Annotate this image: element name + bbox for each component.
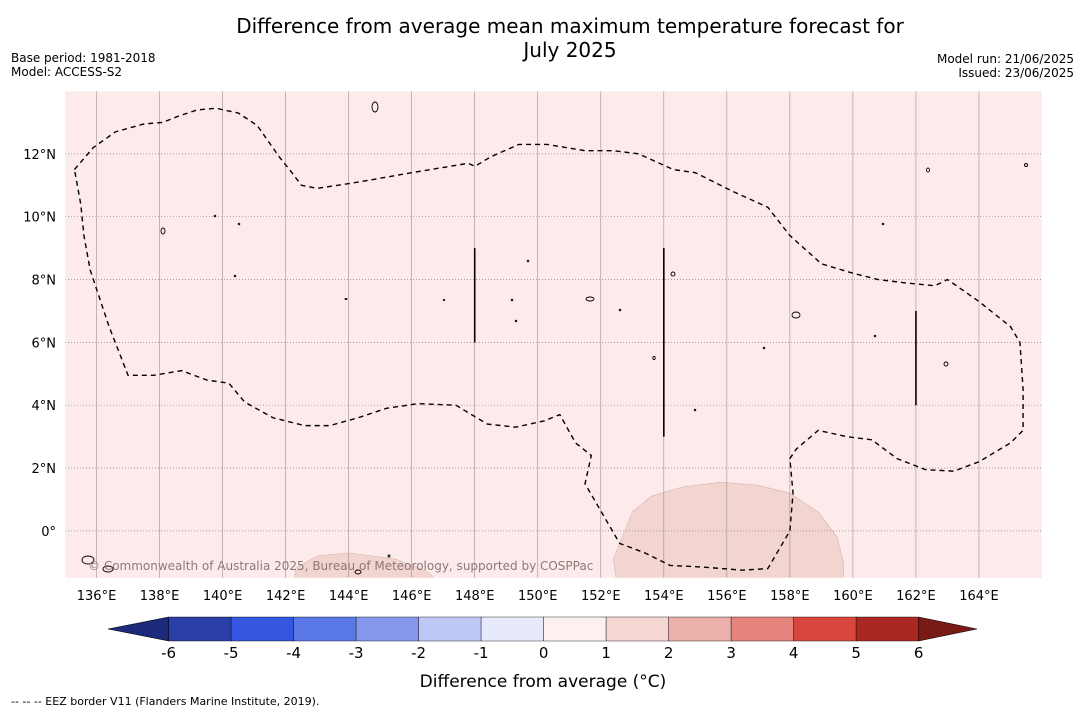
colorbar-segment [855,616,919,642]
colorbar-tick-label: -1 [474,644,489,662]
colorbar-tick-label: 0 [539,644,549,662]
colorbar-tick-label: 3 [726,644,736,662]
anomaly-zone-west [294,552,435,578]
map-frame [64,90,1043,579]
longitude-tick-label: 154°E [644,589,684,604]
meta-right: Model run: 21/06/2025 Issued: 23/06/2025 [937,52,1074,80]
longitude-tick-label: 160°E [833,589,873,604]
longitude-tick-label: 146°E [392,589,432,604]
colorbar-tick-label: -2 [411,644,426,662]
colorbar-segment [543,616,607,642]
colorbar-segment [480,616,544,642]
island-outline [371,101,379,113]
colorbar-tick-label: 5 [851,644,861,662]
colorbar-tick-label: 4 [789,644,799,662]
anomaly-zone-east [613,481,844,578]
longitude-tick-label: 156°E [707,589,747,604]
longitude-tick-label: 152°E [581,589,621,604]
colorbar-segment [668,616,732,642]
latitude-tick-label: 12°N [23,148,56,163]
latitude-tick-label: 10°N [23,211,56,226]
island-outline [926,167,930,173]
colorbar-segment [355,616,419,642]
island-outline [652,355,656,361]
colorbar-tick-label: 2 [664,644,674,662]
colorbar-segment [418,616,482,642]
island-outline [81,555,95,565]
colorbar-tick-label: -6 [161,644,176,662]
longitude-tick-label: 164°E [959,589,999,604]
colorbar: -6 -5 -4 -3 -2 -1 0 1 2 3 4 5 6 Difference from avera… [107,616,978,692]
island-outline [693,408,697,412]
island-outline [237,222,241,226]
island-outline [762,346,766,350]
island-outline [618,308,622,312]
island-outline [873,334,877,338]
model-run: Model run: 21/06/2025 [936,52,1074,66]
title-line-2: July 2025 [523,38,617,62]
eez-footnote: -- -- -- EEZ border V11 (Flanders Marine… [11,695,320,708]
map-title: Difference from average mean maximum tem… [0,14,1085,62]
base-period: Base period: 1981-2018 [11,51,156,65]
map-clipped-content [65,91,1042,578]
latitude-tick-label: 4°N [32,399,57,414]
island-outline [213,214,217,218]
longitude-tick-label: 136°E [77,589,117,604]
latitude-tick-label: 6°N [32,336,57,351]
island-outline [510,298,514,302]
longitude-tick-label: 150°E [518,589,558,604]
issued-date: Issued: 23/06/2025 [958,66,1074,80]
island-outline [514,319,518,323]
island-outline [585,296,595,302]
island-outline [881,222,885,226]
island-outline [1024,163,1028,167]
colorbar-tick-label: -3 [349,644,364,662]
island-outline [442,298,446,302]
island-outline [526,259,530,263]
title-line-1: Difference from average mean maximum tem… [236,14,904,38]
colorbar-segment [793,616,857,642]
longitude-tick-label: 158°E [770,589,810,604]
longitude-tick-label: 142°E [266,589,306,604]
latitude-tick-label: 0° [41,525,56,540]
island-outline [670,271,676,277]
colorbar-over-arrow [918,616,978,642]
longitude-tick-label: 140°E [203,589,243,604]
latitude-tick-label: 8°N [32,274,57,289]
map-background [65,91,1042,578]
colorbar-segment [605,616,669,642]
longitude-tick-label: 138°E [140,589,180,604]
island-outline [387,554,391,558]
map-plot-area: 136°E 138°E 140°E 142°E 144°E 146°E 148°E 150°E… [23,90,1043,604]
latitude-tick-label: 2°N [32,462,57,477]
island-outline [943,361,949,367]
colorbar-segment [168,616,232,642]
island-outline [102,565,114,573]
colorbar-title: Difference from average (°C) [420,672,667,692]
longitude-tick-label: 162°E [896,589,936,604]
colorbar-segment [730,616,794,642]
colorbar-segment [293,616,357,642]
colorbar-tick-label: -4 [286,644,301,662]
meta-left: Base period: 1981-2018 Model: ACCESS-S2 [11,51,156,79]
island-outline [354,569,362,575]
colorbar-tick-label: -5 [224,644,239,662]
model-name: Model: ACCESS-S2 [11,65,123,79]
longitude-tick-label: 148°E [455,589,495,604]
island-outline [233,274,237,278]
colorbar-under-arrow [107,616,169,642]
copyright-text: © Commonwealth of Australia 2025, Bureau… [88,559,593,573]
colorbar-tick-label: 1 [601,644,611,662]
island-outline [160,227,166,235]
colorbar-tick-label: 6 [914,644,924,662]
island-outline [344,297,348,301]
colorbar-segment [230,616,294,642]
island-outline [791,311,801,319]
longitude-tick-label: 144°E [329,589,369,604]
